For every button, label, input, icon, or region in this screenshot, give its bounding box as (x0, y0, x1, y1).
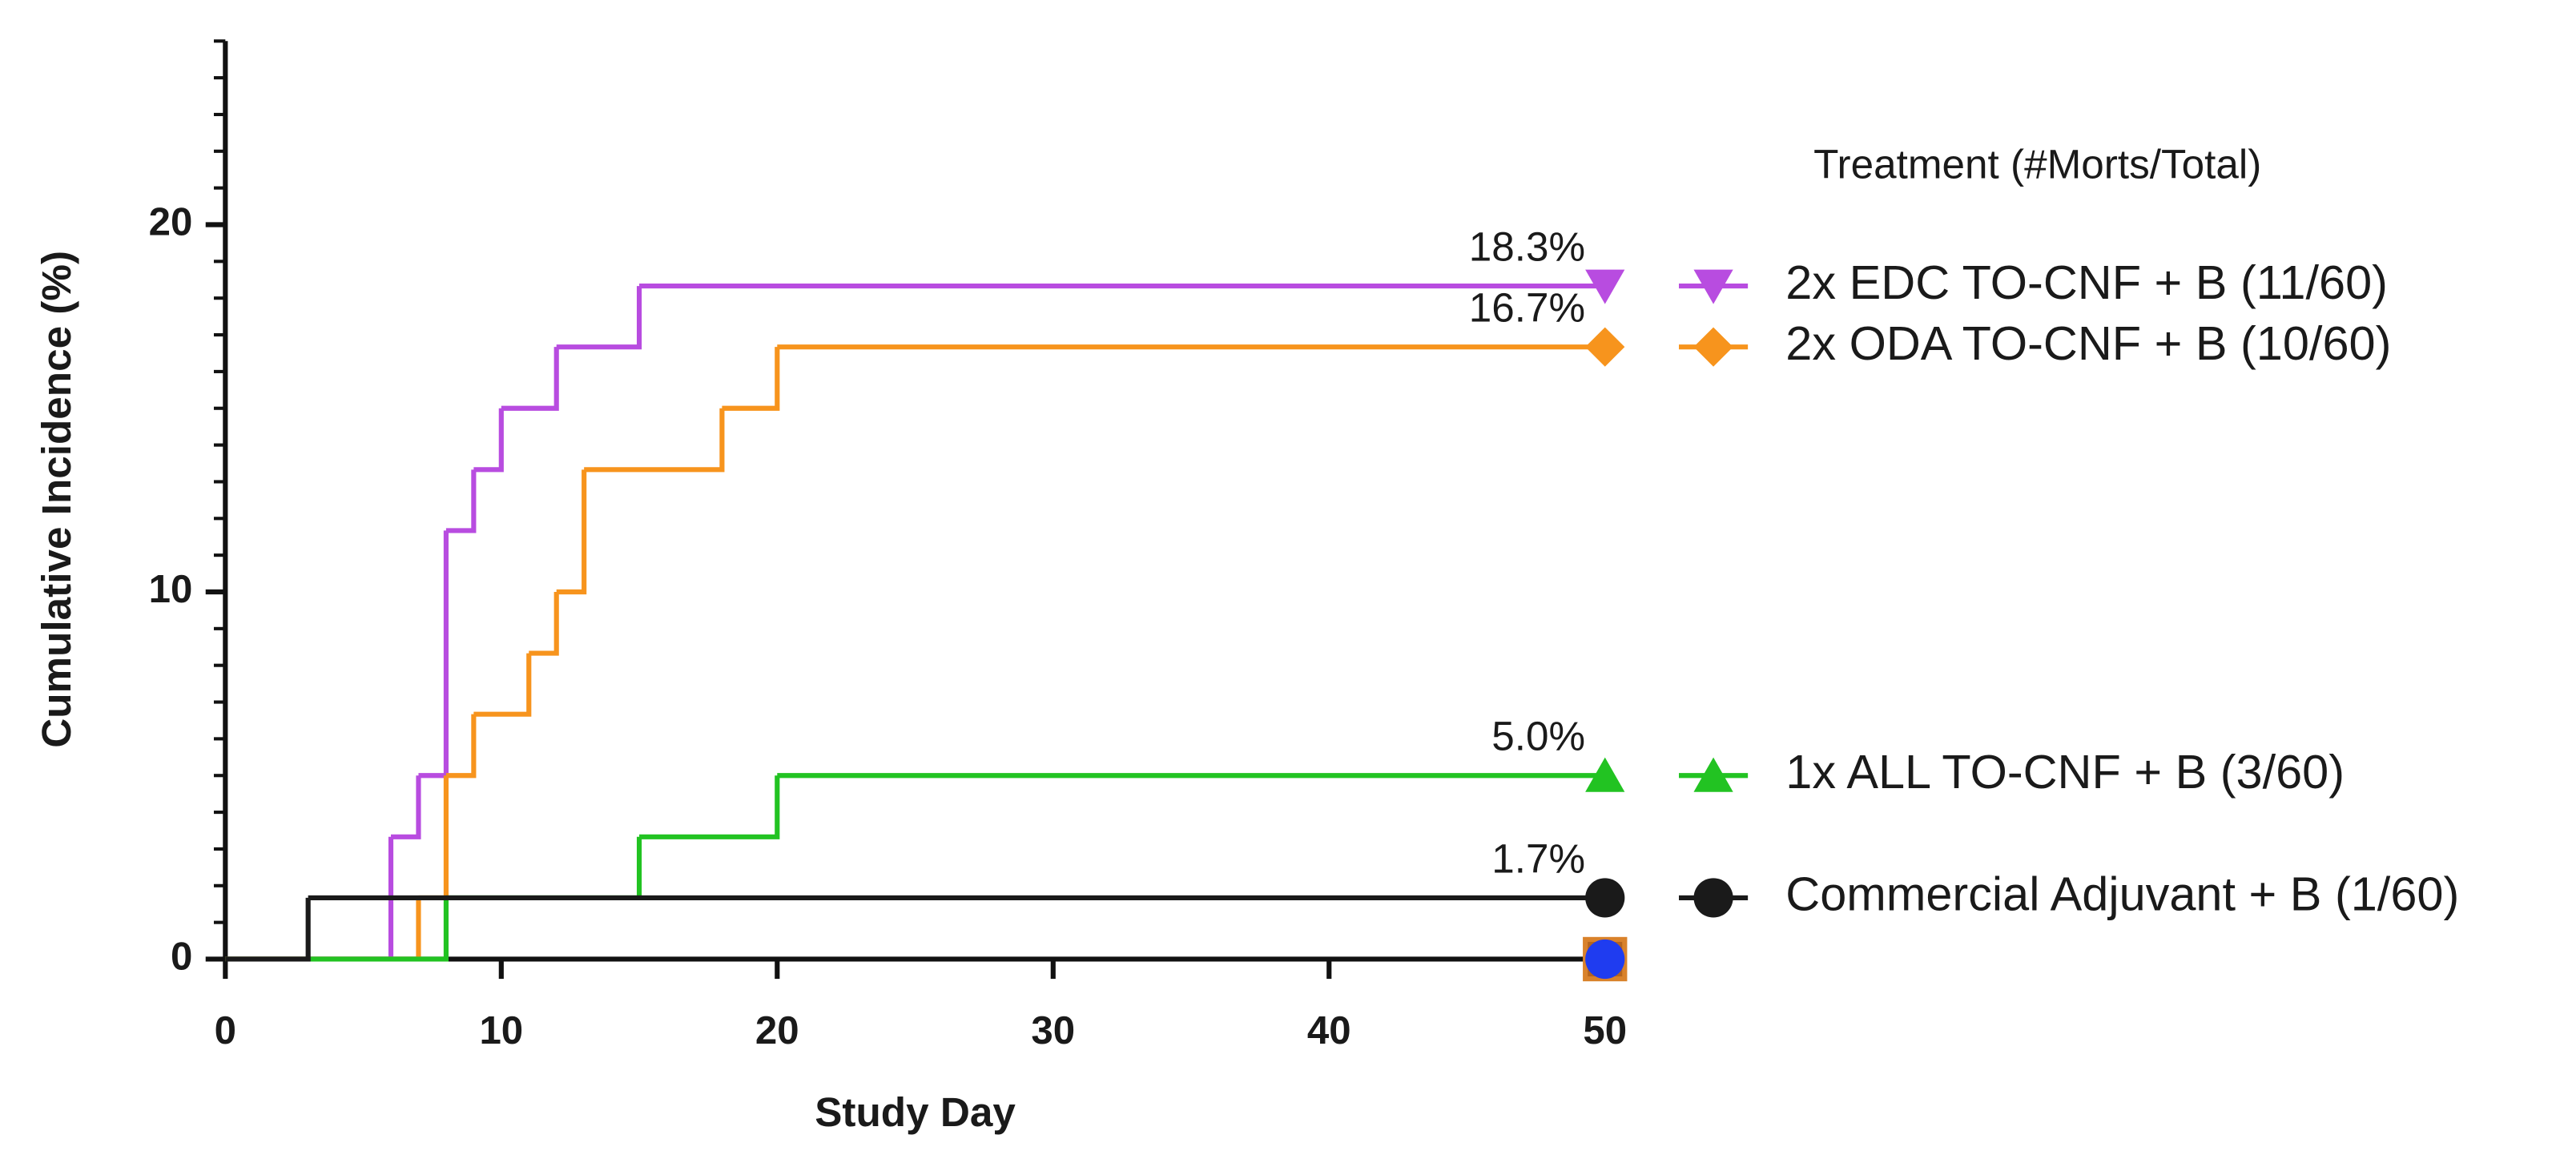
step-line (584, 408, 725, 473)
step-line (501, 347, 559, 411)
legend-title: Treatment (#Morts/Total) (1813, 142, 2261, 187)
end-label: 5.0% (1491, 714, 1585, 759)
legend-marker (1693, 327, 1733, 367)
y-axis-label: Cumulative Incidence (%) (34, 251, 79, 748)
step-line (445, 469, 477, 533)
end-label: 16.7% (1469, 285, 1585, 331)
marker (1585, 327, 1625, 367)
x-tick-label: 0 (215, 1008, 236, 1052)
x-tick-label: 10 (479, 1008, 523, 1052)
x-tick-label: 30 (1031, 1008, 1075, 1052)
marker (1585, 878, 1625, 918)
end-label: 1.7% (1491, 835, 1585, 881)
step-line (556, 469, 587, 595)
step-line (473, 408, 504, 473)
step-line (556, 286, 642, 350)
legend-text: 2x EDC TO-CNF + B (11/60) (1785, 256, 2388, 309)
x-tick-label: 20 (755, 1008, 799, 1052)
x-tick-label: 50 (1583, 1008, 1627, 1052)
step-line (529, 591, 559, 656)
legend-marker (1693, 878, 1733, 918)
end-label: 18.3% (1469, 224, 1585, 270)
y-tick-label: 20 (149, 200, 193, 244)
step-line (445, 714, 477, 779)
legend-text: 1x ALL TO-CNF + B (3/60) (1785, 745, 2345, 799)
step-line (225, 897, 311, 962)
marker (1585, 757, 1625, 792)
step-line (639, 775, 780, 839)
step-line (473, 653, 532, 717)
step-line (418, 530, 449, 779)
legend-marker (1693, 757, 1733, 792)
step-line (225, 897, 449, 962)
legend-text: Commercial Adjuvant + B (1/60) (1785, 867, 2459, 921)
step-line (445, 836, 642, 900)
step-line (391, 775, 421, 839)
legend-text: 2x ODA TO-CNF + B (10/60) (1785, 316, 2391, 370)
legend-marker (1693, 269, 1733, 304)
x-tick-label: 40 (1307, 1008, 1351, 1052)
marker (1585, 939, 1625, 980)
step-line (722, 347, 780, 411)
x-axis-label: Study Day (815, 1089, 1016, 1135)
y-tick-label: 0 (171, 934, 192, 978)
step-line (418, 775, 449, 900)
marker (1585, 269, 1625, 304)
y-tick-label: 10 (149, 567, 193, 611)
